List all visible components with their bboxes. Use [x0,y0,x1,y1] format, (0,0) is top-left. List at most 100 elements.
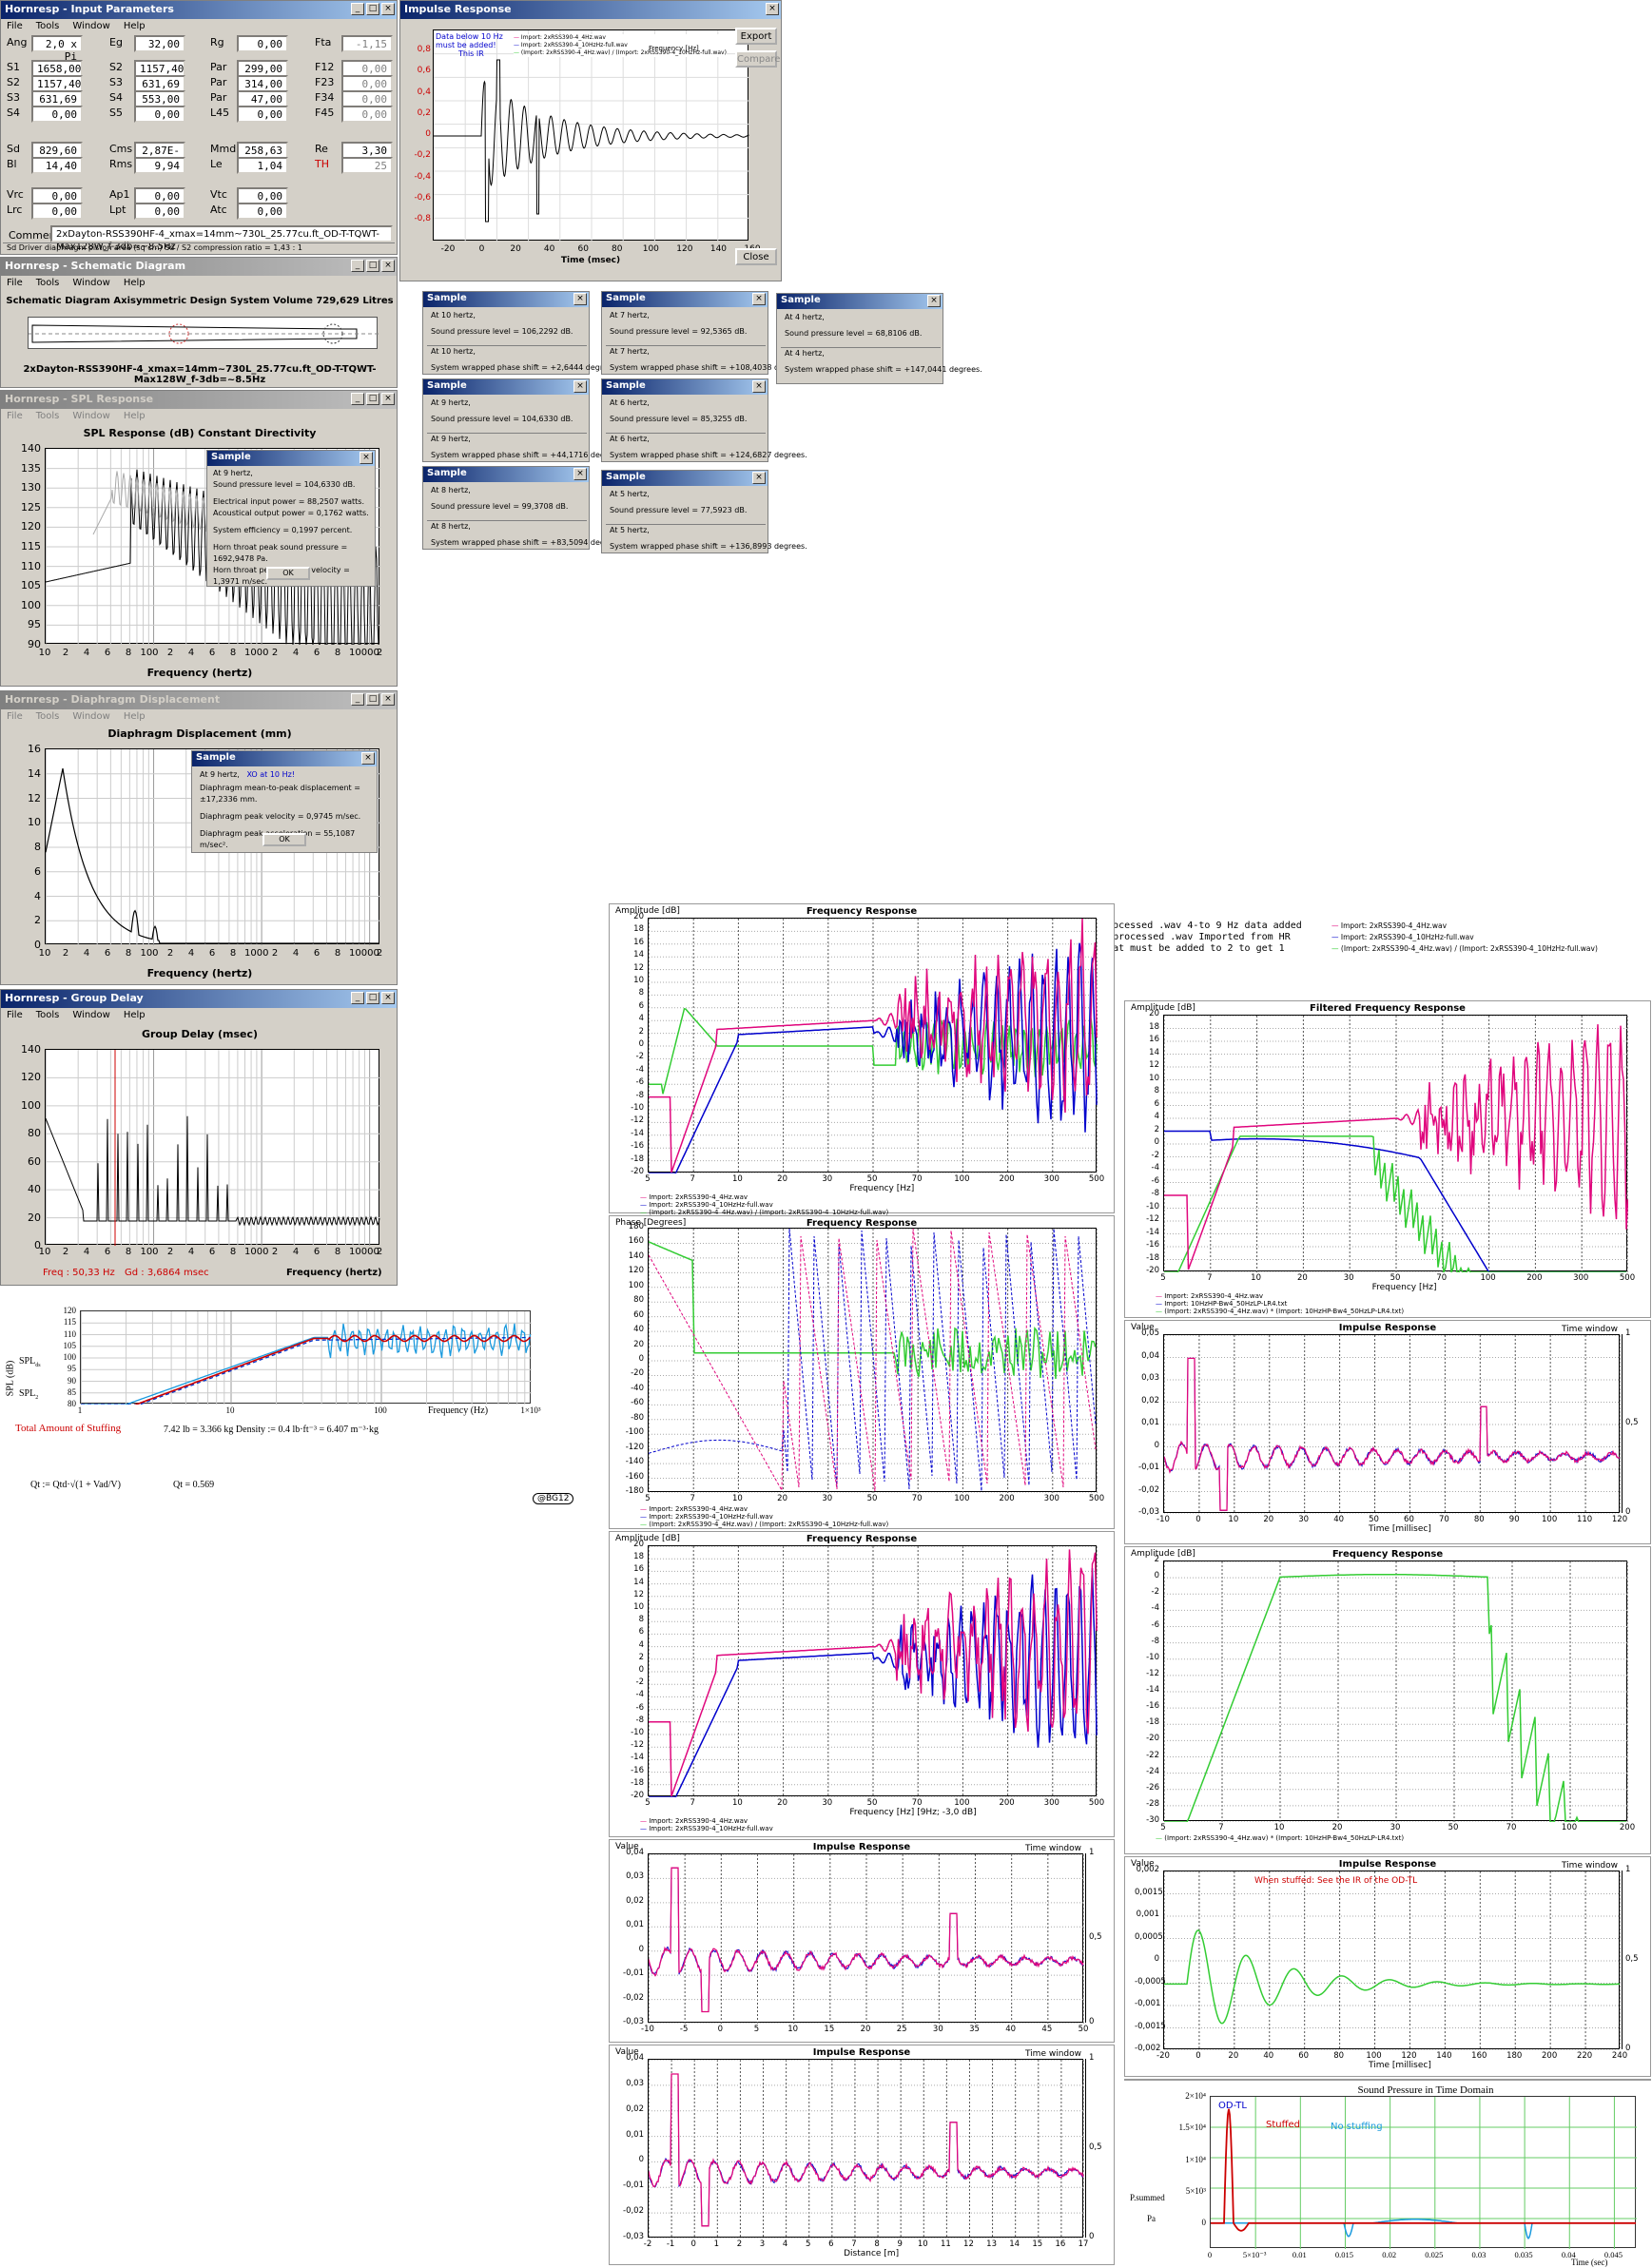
ok-button[interactable]: OK [262,833,306,846]
y-tick-label: 0 [619,1945,644,1954]
y-tick-label: 2×10⁴ [1162,2091,1206,2101]
param-field-le[interactable]: 1,04 [237,157,288,174]
divider [606,524,766,525]
y-tick-label: 8 [619,988,644,998]
maximize-button[interactable]: □ [366,992,379,1004]
menu-file[interactable]: File [7,21,23,33]
close-button[interactable]: × [927,295,941,307]
close-button[interactable]: × [766,3,779,15]
menu-help[interactable]: Help [124,278,146,290]
export-button[interactable]: Export [735,28,777,45]
y-tick-label: -2 [619,1677,644,1687]
close-button[interactable]: × [752,380,766,393]
time-domain-plot: OD-TL Stuffed No stuffing [1210,2096,1636,2248]
param-field-rms[interactable]: 9,94 [134,157,185,174]
param-label-s2: S2 [7,76,20,88]
close-button[interactable]: × [573,468,587,480]
param-field-l45[interactable]: 0,00 [237,106,288,123]
param-field-fta[interactable]: -1,15 [341,35,393,52]
schematic-window: Hornresp - Schematic Diagram _ □ × File … [0,257,398,388]
y-tick-label: 115 [48,1317,76,1327]
y-tick-label: 14 [619,950,644,960]
menu-help[interactable]: Help [124,21,146,33]
minimize-button[interactable]: _ [351,260,364,272]
legend-entry: — Import: 2xRSS390-4_4Hz.wav [1156,1292,1263,1300]
menu-help[interactable]: Help [124,711,146,724]
close-button[interactable]: × [381,260,395,272]
y-tick-label: 105 [48,1341,76,1350]
x-tick-label: 70 [905,1798,928,1808]
close-button[interactable]: × [573,293,587,305]
note-line: must be added! [436,41,503,49]
close-button[interactable]: × [752,293,766,305]
param-field-th[interactable]: 25 [341,157,393,174]
ok-button[interactable]: OK [266,567,310,580]
menu-file[interactable]: File [7,411,23,423]
x-tick-label: 30 [926,2025,949,2034]
param-field-bl[interactable]: 14,40 [31,157,83,174]
divider [427,433,587,434]
x-tick-label: 6 [820,2239,843,2249]
legend-entry: — Import: 2xRSS390-4_10HzHz-full.wav [640,1201,773,1209]
window-title: Hornresp - Schematic Diagram [5,260,185,272]
param-field-s4[interactable]: 0,00 [31,106,83,123]
close-button[interactable]: × [381,693,395,706]
param-label-f12: F12 [315,61,334,73]
sample-line: At 9 hertz, [213,468,369,479]
menu-file[interactable]: File [7,1010,23,1022]
minimize-button[interactable]: _ [351,393,364,405]
menu-window[interactable]: Window [72,411,109,423]
legend-entry: — (Import: 2xRSS390-4_4Hz.wav) / (Import… [640,1521,888,1528]
close-button[interactable]: × [381,393,395,405]
minimize-button[interactable]: _ [351,693,364,706]
close-button-main[interactable]: Close [735,248,777,265]
param-field-eg[interactable]: 32,00 [134,35,185,52]
maximize-button[interactable]: □ [366,3,379,15]
param-field-lpt[interactable]: 0,00 [134,203,185,220]
menu-tools[interactable]: Tools [36,411,60,423]
menu-tools[interactable]: Tools [36,711,60,724]
minimize-button[interactable]: _ [351,3,364,15]
menu-window[interactable]: Window [72,278,109,290]
close-button[interactable]: × [752,472,766,484]
menu-window[interactable]: Window [72,21,109,33]
menu-window[interactable]: Window [72,1010,109,1022]
x-tick-label: 100 [1538,1515,1561,1524]
y-tick-label: -2 [619,1052,644,1061]
minimize-button[interactable]: _ [351,992,364,1004]
y-tick-label: 4 [619,1014,644,1023]
menu-tools[interactable]: Tools [36,278,60,290]
menu-file[interactable]: File [7,711,23,724]
phase-response-panel: Frequency Response Phase [Degrees] 180 160 1… [609,1215,1115,1529]
dialog-title-bar: Sample × [192,751,377,766]
close-button[interactable]: × [573,380,587,393]
y-tick-label: 0,8 [404,45,431,54]
maximize-button[interactable]: □ [366,393,379,405]
menu-tools[interactable]: Tools [36,21,60,33]
param-field-s5[interactable]: 0,00 [134,106,185,123]
menu-help[interactable]: Help [124,411,146,423]
maximize-button[interactable]: □ [366,260,379,272]
y-tick-label: -10 [1135,1653,1159,1662]
menu-window[interactable]: Window [72,711,109,724]
maximize-button[interactable]: □ [366,693,379,706]
menu-help[interactable]: Help [124,1010,146,1022]
close-button[interactable]: × [360,452,373,464]
param-field-rg[interactable]: 0,00 [237,35,288,52]
comment-field[interactable]: 2xDayton-RSS390HF-4_xmax=14mm~730L_25.77… [50,225,393,242]
y-tick-label: 18 [619,924,644,934]
param-field-atc[interactable]: 0,00 [237,203,288,220]
legend-entry: — (Import: 2xRSS390-4_4Hz.wav) / (Import… [1331,943,1598,955]
param-field-f45[interactable]: 0,00 [341,106,393,123]
menu-file[interactable]: File [7,278,23,290]
param-field-lrc[interactable]: 0,00 [31,203,83,220]
close-button[interactable]: × [381,992,395,1004]
menu-tools[interactable]: Tools [36,1010,60,1022]
x-tick-label: 100 [369,1405,392,1415]
y-tick-label: 16 [1135,1035,1159,1044]
x-tick-label: -10 [1152,1515,1175,1524]
close-button[interactable]: × [381,3,395,15]
close-button[interactable]: × [361,752,375,765]
compare-button[interactable]: Compare [735,50,777,68]
param-field-ang[interactable]: 2,0 x Pi [31,35,83,52]
